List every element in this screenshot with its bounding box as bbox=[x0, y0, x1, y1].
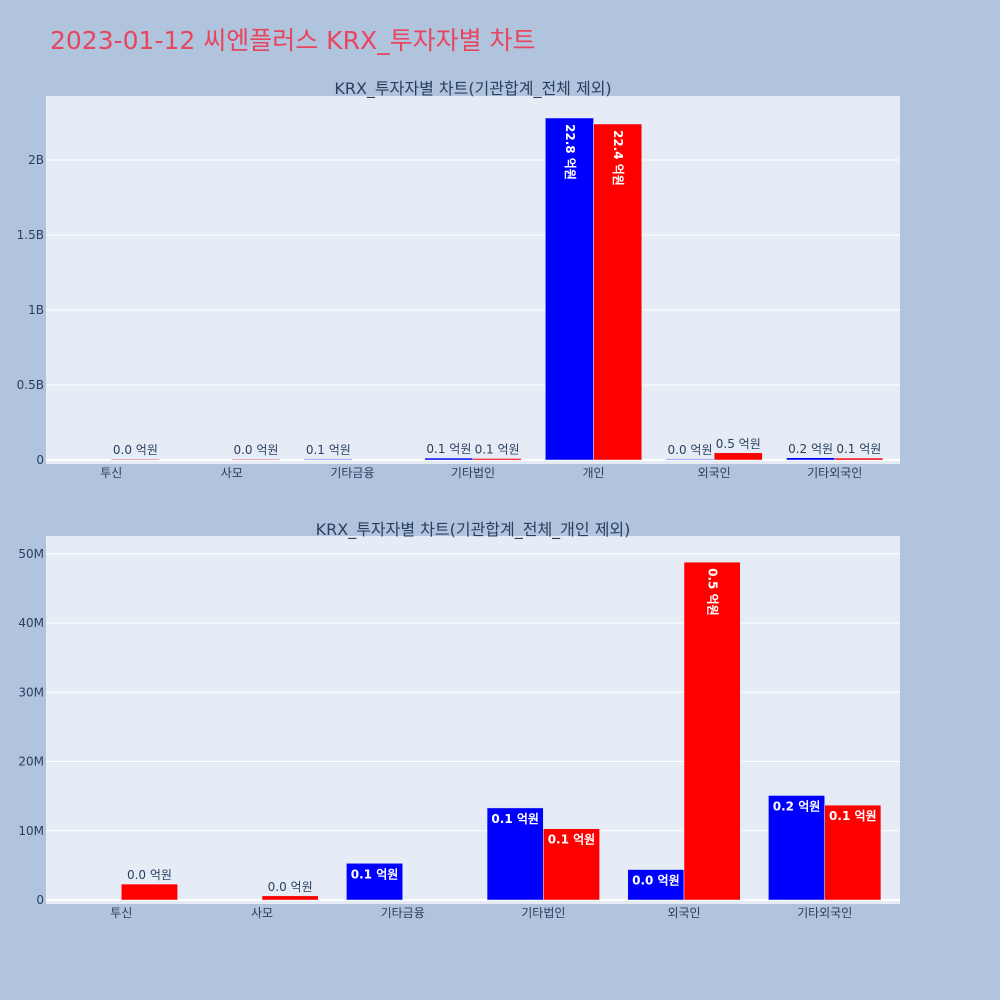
bar-blue-top bbox=[665, 458, 715, 461]
data-label: 0.1 억원 bbox=[829, 809, 877, 823]
bar-blue-top bbox=[303, 458, 353, 461]
bar-red-top bbox=[834, 457, 884, 461]
bar-red-top bbox=[472, 458, 522, 461]
data-label: 0.1 억원 bbox=[426, 442, 471, 456]
y-tick-label: 0 bbox=[36, 453, 44, 467]
y-tick-label: 0.5B bbox=[17, 378, 44, 392]
data-label: 0.1 억원 bbox=[548, 833, 596, 847]
data-label: 0.5 억원 bbox=[706, 568, 720, 616]
bar-blue-bottom bbox=[627, 869, 685, 901]
x-tick-label: 기타외국인 bbox=[797, 906, 852, 920]
data-label: 0.0 억원 bbox=[127, 868, 172, 882]
bar-red-bottom bbox=[683, 561, 741, 901]
y-tick-label: 50M bbox=[18, 547, 44, 561]
y-tick-label: 30M bbox=[18, 685, 44, 699]
bar-blue-bottom bbox=[346, 863, 403, 901]
x-tick-label: 기타외국인 bbox=[807, 466, 862, 480]
data-label: 0.2 억원 bbox=[788, 442, 833, 456]
bar-blue-top bbox=[424, 457, 474, 461]
y-tick-label: 20M bbox=[18, 755, 44, 769]
bar-blue-top bbox=[545, 117, 594, 461]
x-tick-label: 사모 bbox=[251, 906, 273, 920]
bar-red-bottom bbox=[121, 883, 178, 901]
x-tick-label: 외국인 bbox=[698, 466, 731, 480]
chart-title-top: KRX_투자자별 차트(기관합계_전체 제외) bbox=[334, 79, 611, 99]
data-label: 0.0 억원 bbox=[233, 443, 278, 457]
data-label: 0.0 억원 bbox=[268, 880, 313, 894]
x-tick-label: 외국인 bbox=[667, 906, 700, 920]
bar-red-bottom bbox=[543, 828, 600, 901]
data-label: 0.2 억원 bbox=[773, 799, 821, 813]
x-tick-label: 기타금융 bbox=[330, 466, 374, 480]
bar-red-top bbox=[111, 458, 160, 461]
y-tick-label: 40M bbox=[18, 616, 44, 630]
data-label: 0.0 억원 bbox=[113, 443, 158, 457]
y-tick-label: 1.5B bbox=[17, 228, 44, 242]
page-title: 2023-01-12 씨엔플러스 KRX_투자자별 차트 bbox=[50, 26, 536, 55]
x-tick-label: 기타법인 bbox=[521, 906, 565, 920]
y-tick-label: 1B bbox=[28, 303, 44, 317]
bar-red-bottom bbox=[824, 804, 882, 901]
y-tick-label: 10M bbox=[18, 824, 44, 838]
data-label: 0.5 억원 bbox=[716, 437, 761, 451]
x-tick-label: 투신 bbox=[110, 906, 132, 920]
plot-area-bottom bbox=[46, 536, 900, 904]
x-tick-label: 사모 bbox=[221, 466, 243, 480]
data-label: 0.1 억원 bbox=[491, 812, 539, 826]
data-label: 0.0 억원 bbox=[632, 874, 680, 888]
chart-panel-bottom: 0.0 억원 0.0 억원 0.1 억원 0.1 억원 0.1 억원 0.0 억원 0.5 … bbox=[18, 520, 900, 920]
bar-red-top bbox=[593, 123, 643, 461]
bar-blue-top bbox=[786, 457, 835, 461]
bar-red-bottom bbox=[261, 895, 319, 901]
chart-title-bottom: KRX_투자자별 차트(기관합계_전체_개인 제외) bbox=[316, 520, 631, 540]
x-tick-label: 개인 bbox=[583, 466, 605, 480]
chart-panel-top: 0.0 억원 0.0 억원 0.1 억원 0.1 억원 0.1 억원 22.8 억원 22.… bbox=[17, 79, 900, 480]
x-tick-label: 투신 bbox=[100, 466, 122, 480]
data-label: 22.8 억원 bbox=[563, 124, 577, 180]
bar-red-top bbox=[713, 452, 763, 461]
data-label: 0.1 억원 bbox=[475, 443, 520, 457]
data-label: 0.1 억원 bbox=[836, 442, 881, 456]
plot-area-top bbox=[46, 96, 900, 464]
data-label: 0.1 억원 bbox=[306, 443, 351, 457]
data-label: 0.1 억원 bbox=[351, 867, 399, 881]
data-label: 22.4 억원 bbox=[611, 130, 625, 186]
bar-red-top bbox=[231, 458, 281, 461]
x-tick-label: 기타법인 bbox=[451, 466, 495, 480]
bar-blue-bottom bbox=[768, 795, 825, 901]
x-tick-label: 기타금융 bbox=[381, 906, 425, 920]
data-label: 0.0 억원 bbox=[668, 443, 713, 457]
y-tick-label: 0 bbox=[36, 893, 44, 907]
y-tick-label: 2B bbox=[28, 153, 44, 167]
